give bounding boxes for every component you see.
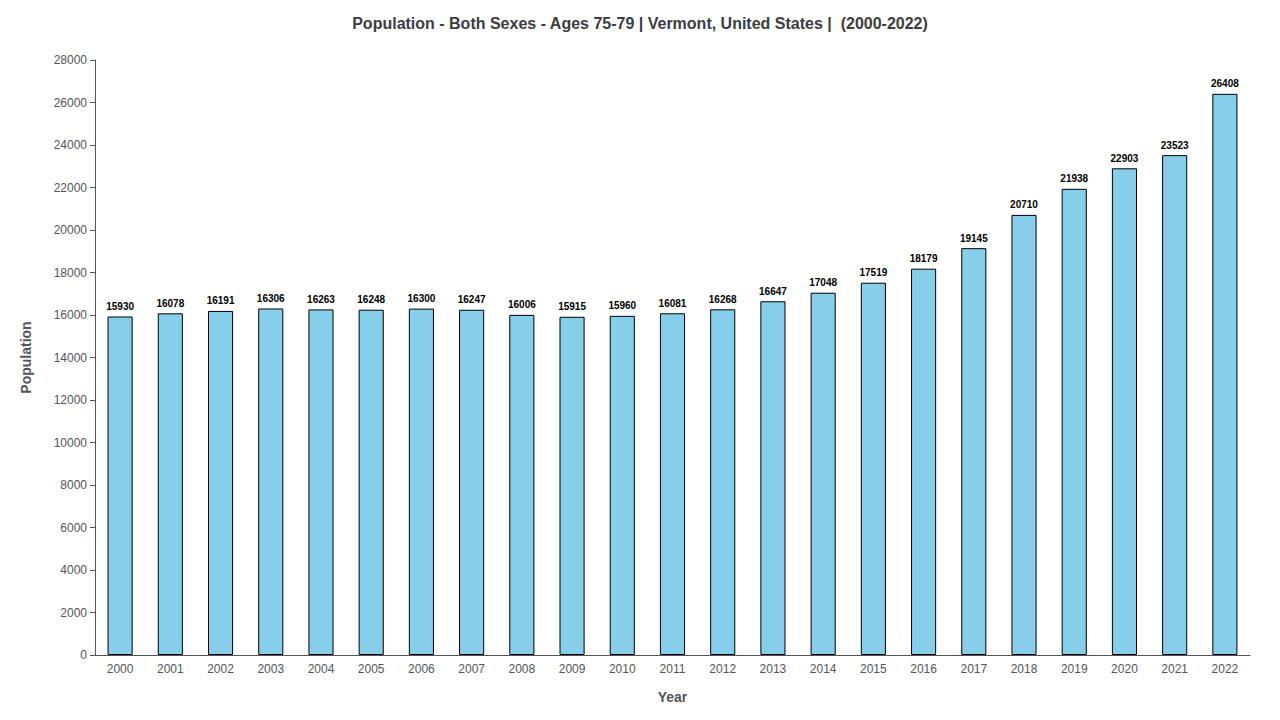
svg-text:2017: 2017 (960, 662, 987, 676)
svg-text:15930: 15930 (106, 301, 134, 312)
svg-text:28000: 28000 (54, 53, 88, 67)
svg-text:2019: 2019 (1061, 662, 1088, 676)
svg-text:10000: 10000 (54, 436, 88, 450)
svg-text:26408: 26408 (1211, 78, 1239, 89)
svg-text:17048: 17048 (809, 277, 837, 288)
svg-text:2004: 2004 (308, 662, 335, 676)
svg-text:21938: 21938 (1060, 173, 1088, 184)
svg-text:16263: 16263 (307, 294, 335, 305)
svg-text:2009: 2009 (559, 662, 586, 676)
svg-text:16247: 16247 (458, 294, 486, 305)
svg-text:16268: 16268 (709, 294, 737, 305)
svg-text:16300: 16300 (408, 293, 436, 304)
svg-text:18000: 18000 (54, 266, 88, 280)
svg-text:Population - Both Sexes - Ages: Population - Both Sexes - Ages 75-79 | V… (352, 15, 928, 32)
svg-text:12000: 12000 (54, 393, 88, 407)
svg-text:16191: 16191 (207, 295, 235, 306)
svg-text:20000: 20000 (54, 223, 88, 237)
svg-text:2013: 2013 (760, 662, 787, 676)
svg-text:2003: 2003 (257, 662, 284, 676)
svg-text:22903: 22903 (1111, 153, 1139, 164)
svg-text:16306: 16306 (257, 293, 285, 304)
svg-text:2018: 2018 (1011, 662, 1038, 676)
svg-text:2022: 2022 (1212, 662, 1239, 676)
svg-text:2001: 2001 (157, 662, 184, 676)
svg-text:19145: 19145 (960, 233, 988, 244)
svg-text:2011: 2011 (660, 662, 686, 676)
svg-text:26000: 26000 (54, 96, 88, 110)
svg-text:2002: 2002 (207, 662, 234, 676)
svg-text:16081: 16081 (659, 298, 687, 309)
svg-text:Year: Year (658, 689, 688, 705)
svg-text:17519: 17519 (859, 267, 887, 278)
svg-text:23523: 23523 (1161, 140, 1189, 151)
svg-text:4000: 4000 (60, 563, 87, 577)
svg-text:16078: 16078 (156, 298, 184, 309)
svg-text:2012: 2012 (709, 662, 736, 676)
svg-text:2014: 2014 (810, 662, 837, 676)
svg-text:Population: Population (18, 321, 34, 393)
svg-text:6000: 6000 (60, 521, 87, 535)
svg-text:15960: 15960 (608, 300, 636, 311)
svg-text:14000: 14000 (54, 351, 88, 365)
svg-text:20710: 20710 (1010, 199, 1038, 210)
svg-text:16647: 16647 (759, 286, 787, 297)
svg-text:2008: 2008 (508, 662, 535, 676)
svg-text:16006: 16006 (508, 299, 536, 310)
svg-text:2020: 2020 (1111, 662, 1138, 676)
svg-text:18179: 18179 (910, 253, 938, 264)
svg-text:2005: 2005 (358, 662, 385, 676)
svg-text:2015: 2015 (860, 662, 887, 676)
svg-text:15915: 15915 (558, 301, 586, 312)
svg-text:2016: 2016 (910, 662, 937, 676)
svg-text:2000: 2000 (60, 606, 87, 620)
svg-text:16248: 16248 (357, 294, 385, 305)
svg-text:8000: 8000 (60, 478, 87, 492)
svg-text:0: 0 (80, 648, 87, 662)
svg-text:16000: 16000 (54, 308, 88, 322)
svg-text:2000: 2000 (107, 662, 134, 676)
svg-text:24000: 24000 (54, 138, 88, 152)
svg-text:2007: 2007 (458, 662, 485, 676)
svg-text:2006: 2006 (408, 662, 435, 676)
svg-text:2010: 2010 (609, 662, 636, 676)
svg-text:22000: 22000 (54, 181, 88, 195)
svg-text:2021: 2021 (1161, 662, 1188, 676)
